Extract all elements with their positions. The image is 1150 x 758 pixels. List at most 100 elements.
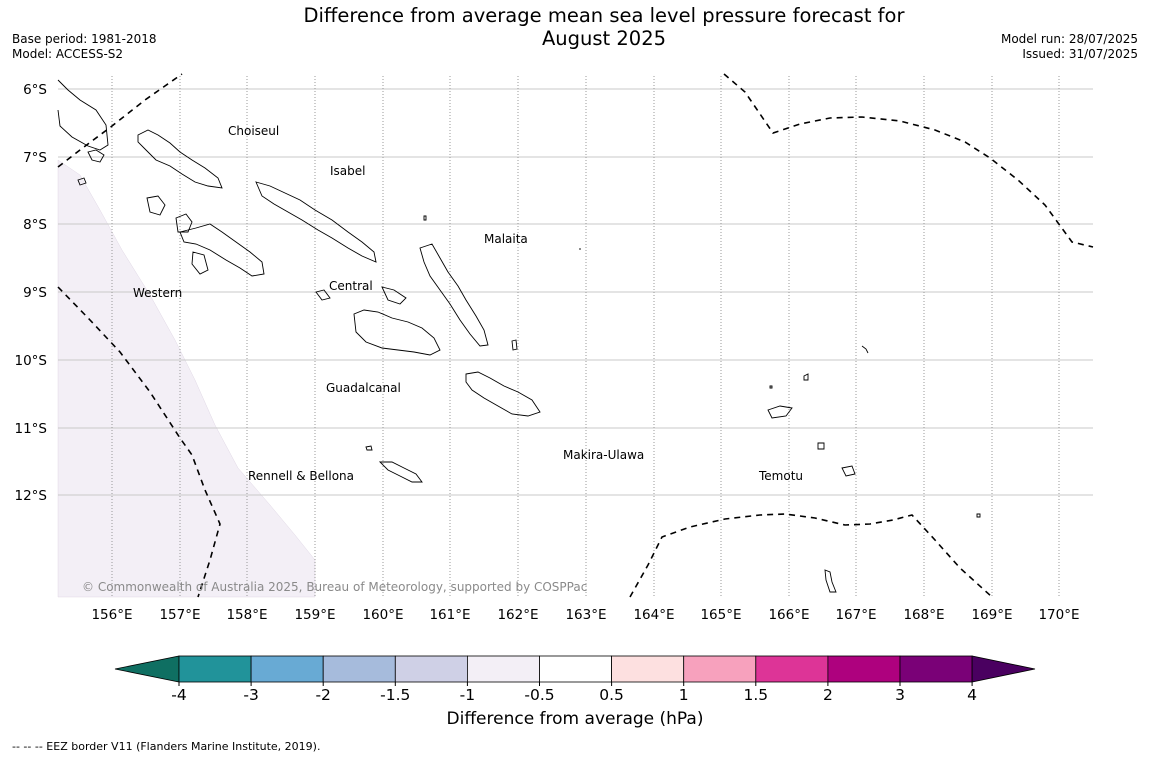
colorbar-ticks: -4 -3 -2 -1.5 -1 -0.5 0.5 1 1.5 2 3 4 [171, 682, 977, 704]
colorbar-tick-label: 3 [895, 686, 905, 704]
model-text: Model: ACCESS-S2 [12, 47, 124, 61]
model-run-text: Model run: 28/07/2025 [1000, 32, 1138, 46]
shortland-islands [87, 149, 105, 163]
colorbar-extend-high [971, 655, 1036, 683]
lon-tick-164e: 164°E [633, 607, 674, 623]
lat-tick-11s: 11°S [15, 421, 48, 437]
torres-islands [824, 569, 837, 593]
colorbar-cell [611, 655, 685, 683]
new-georgia-coast [179, 223, 265, 277]
lon-tick-167e: 167°E [835, 607, 876, 623]
label-isabel: Isabel [330, 164, 365, 178]
label-malaita: Malaita [484, 232, 528, 246]
map-title-line-2: August 2025 [541, 27, 667, 50]
lon-tick-168e: 168°E [903, 607, 944, 623]
lon-tick-159e: 159°E [294, 607, 335, 623]
duff-islands [803, 373, 809, 381]
colorbar-cell [250, 655, 324, 683]
colorbar-cell [466, 655, 540, 683]
makira-coast [465, 371, 541, 417]
colorbar-tick-label: -4 [171, 686, 186, 704]
eez-border-north-west [57, 73, 183, 168]
map-panel: Choiseul Isabel Malaita Central Western … [15, 73, 1094, 623]
lon-tick-165e: 165°E [700, 607, 741, 623]
colorbar-tick-label: 0.5 [599, 686, 624, 704]
anuta-island [976, 513, 981, 518]
run-info: Model run: 28/07/2025 Issued: 31/07/2025 [1001, 32, 1138, 62]
lat-tick-6s: 6°S [23, 82, 47, 98]
colorbar-tick-label: -0.5 [524, 686, 554, 704]
coastlines [57, 79, 981, 593]
colorbar-cell [539, 655, 612, 683]
kolombangara [175, 213, 193, 233]
rennell-island [378, 461, 423, 483]
anomaly-shading [57, 159, 316, 598]
eez-border-west [57, 286, 221, 598]
nggela-islands [381, 286, 407, 305]
isabel-coast [255, 181, 377, 263]
colorbar-tick-label: 2 [823, 686, 833, 704]
colorbar-tick-label: -1.5 [380, 686, 410, 704]
lon-tick-163e: 163°E [565, 607, 606, 623]
lon-tick-166e: 166°E [768, 607, 809, 623]
treasury-island [77, 177, 87, 186]
santa-cruz-islands [767, 405, 793, 419]
colorbar-extend-low [114, 655, 180, 683]
eez-border [57, 73, 1094, 598]
map-title-line-1: Difference from average mean sea level p… [303, 4, 905, 27]
rendova-tetepare [191, 251, 209, 275]
colorbar-cell [683, 655, 757, 683]
colorbar-tick-label: 4 [967, 686, 977, 704]
colorbar-tick-label: -3 [243, 686, 258, 704]
lon-tick-158e: 158°E [226, 607, 267, 623]
label-guadalcanal: Guadalcanal [326, 381, 401, 395]
eez-legend-note: -- -- -- EEZ border V11 (Flanders Marine… [12, 740, 321, 753]
lat-tick-9s: 9°S [23, 285, 47, 301]
label-choiseul: Choiseul [228, 124, 279, 138]
issued-text: Issued: 31/07/2025 [1022, 47, 1138, 61]
lon-tick-156e: 156°E [91, 607, 132, 623]
bellona-island [365, 445, 373, 451]
bougainville-coast [57, 79, 109, 151]
lat-tick-7s: 7°S [23, 150, 47, 166]
colorbar-cells [114, 655, 1036, 683]
ulawa-island [511, 339, 518, 351]
colorbar-tick-label: 1 [679, 686, 689, 704]
lat-tick-8s: 8°S [23, 217, 47, 233]
lat-tick-12s: 12°S [15, 488, 48, 504]
label-makira-ulawa: Makira-Ulawa [563, 448, 644, 462]
lon-tick-160e: 160°E [362, 607, 403, 623]
guadalcanal-coast [353, 309, 441, 356]
colorbar-tick-label: 1.5 [743, 686, 768, 704]
colorbar: -4 -3 -2 -1.5 -1 -0.5 0.5 1 1.5 2 3 4 [114, 655, 1036, 704]
colorbar-cell [899, 655, 973, 683]
vella-lavella [146, 195, 166, 216]
copyright-text: © Commonwealth of Australia 2025, Bureau… [82, 580, 588, 594]
base-period-text: Base period: 1981-2018 [12, 32, 157, 46]
lon-tick-157e: 157°E [159, 607, 200, 623]
colorbar-cell [755, 655, 829, 683]
sikaiana-atoll [861, 345, 869, 354]
fatutaka-island [769, 385, 773, 389]
eez-border-north-east [723, 73, 1094, 248]
label-rennell-bellona: Rennell & Bellona [248, 469, 354, 483]
map-title: Difference from average mean sea level p… [0, 4, 1150, 50]
label-western: Western [133, 286, 182, 300]
colorbar-cell [827, 655, 901, 683]
malaita-coast [419, 243, 489, 347]
colorbar-cell [394, 655, 468, 683]
lat-tick-10s: 10°S [15, 353, 48, 369]
vanikoro-island [817, 442, 825, 450]
label-central: Central [329, 279, 373, 293]
lat-gridlines [58, 88, 1093, 496]
lon-tick-labels: 156°E 157°E 158°E 159°E 160°E 161°E 162°… [91, 607, 1079, 623]
eez-border-south-east [629, 513, 993, 598]
colorbar-cell [322, 655, 396, 683]
colorbar-tick-label: -2 [315, 686, 330, 704]
province-labels: Choiseul Isabel Malaita Central Western … [133, 124, 803, 483]
lon-tick-162e: 162°E [497, 607, 538, 623]
label-temotu: Temotu [758, 469, 803, 483]
lon-tick-169e: 169°E [971, 607, 1012, 623]
colorbar-cell [178, 655, 252, 683]
colorbar-label: Difference from average (hPa) [446, 709, 704, 729]
